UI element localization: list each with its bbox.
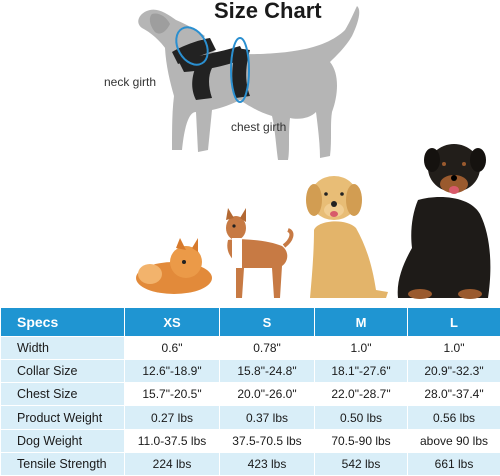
row-label: Tensile Strength	[0, 451, 125, 476]
table-cell: 224 lbs	[124, 451, 220, 476]
table-cell: 22.0"-28.7"	[314, 382, 408, 407]
table-cell: 0.56 lbs	[407, 405, 500, 430]
table-cell: 28.0"-37.4"	[407, 382, 500, 407]
table-cell: 542 lbs	[314, 451, 408, 476]
row-label: Dog Weight	[0, 428, 125, 453]
table-cell: 1.0"	[314, 335, 408, 361]
table-cell: 11.0-37.5 lbs	[124, 428, 220, 453]
table-cell: 0.37 lbs	[219, 405, 315, 430]
page-title: Size Chart	[214, 0, 322, 23]
table-row: Tensile Strength 224 lbs 423 lbs 542 lbs…	[0, 451, 500, 476]
table-cell: 0.27 lbs	[124, 405, 220, 430]
table-header-cell: Specs	[0, 307, 125, 337]
table-row: Chest Size 15.7"-20.5" 20.0"-26.0" 22.0"…	[0, 382, 500, 407]
table-cell: 70.5-90 lbs	[314, 428, 408, 453]
pomeranian-photo-icon	[136, 238, 212, 294]
neck-girth-label: neck girth	[104, 75, 157, 89]
row-label: Collar Size	[0, 359, 125, 384]
measurement-lines	[175, 26, 250, 103]
table-cell: 20.9"-32.3"	[407, 359, 500, 384]
table-cell: 15.7"-20.5"	[124, 382, 220, 407]
chest-girth-label: chest girth	[231, 120, 287, 134]
table-header-cell: M	[314, 307, 408, 337]
table-cell: 0.6"	[124, 335, 220, 361]
table-cell: 15.8"-24.8"	[219, 359, 315, 384]
specs-table: Specs XS S M L Width 0.6" 0.78" 1.0" 1.0…	[0, 307, 500, 476]
table-row: Dog Weight 11.0-37.5 lbs 37.5-70.5 lbs 7…	[0, 428, 500, 453]
dog-silhouette-icon	[138, 6, 360, 160]
table-header-cell: L	[407, 307, 500, 337]
table-cell: above 90 lbs	[407, 428, 500, 453]
table-cell: 661 lbs	[407, 451, 500, 476]
rottweiler-photo-icon	[397, 144, 491, 299]
table-row: Product Weight 0.27 lbs 0.37 lbs 0.50 lb…	[0, 405, 500, 430]
golden-retriever-photo-icon	[306, 176, 388, 298]
table-header-cell: XS	[124, 307, 220, 337]
row-label: Product Weight	[0, 405, 125, 430]
table-cell: 37.5-70.5 lbs	[219, 428, 315, 453]
table-cell: 20.0"-26.0"	[219, 382, 315, 407]
table-cell: 1.0"	[407, 335, 500, 361]
table-cell: 18.1"-27.6"	[314, 359, 408, 384]
basenji-photo-icon	[226, 208, 294, 298]
table-cell: 0.78"	[219, 335, 315, 361]
table-cell: 0.50 lbs	[314, 405, 408, 430]
table-row: Collar Size 12.6"-18.9" 15.8"-24.8" 18.1…	[0, 359, 500, 384]
table-header-row: Specs XS S M L	[0, 307, 500, 337]
table-header-cell: S	[219, 307, 315, 337]
dog-illustrations	[136, 6, 491, 299]
row-label: Width	[0, 335, 125, 361]
table-row: Width 0.6" 0.78" 1.0" 1.0"	[0, 335, 500, 361]
row-label: Chest Size	[0, 382, 125, 407]
table-cell: 12.6"-18.9"	[124, 359, 220, 384]
table-cell: 423 lbs	[219, 451, 315, 476]
